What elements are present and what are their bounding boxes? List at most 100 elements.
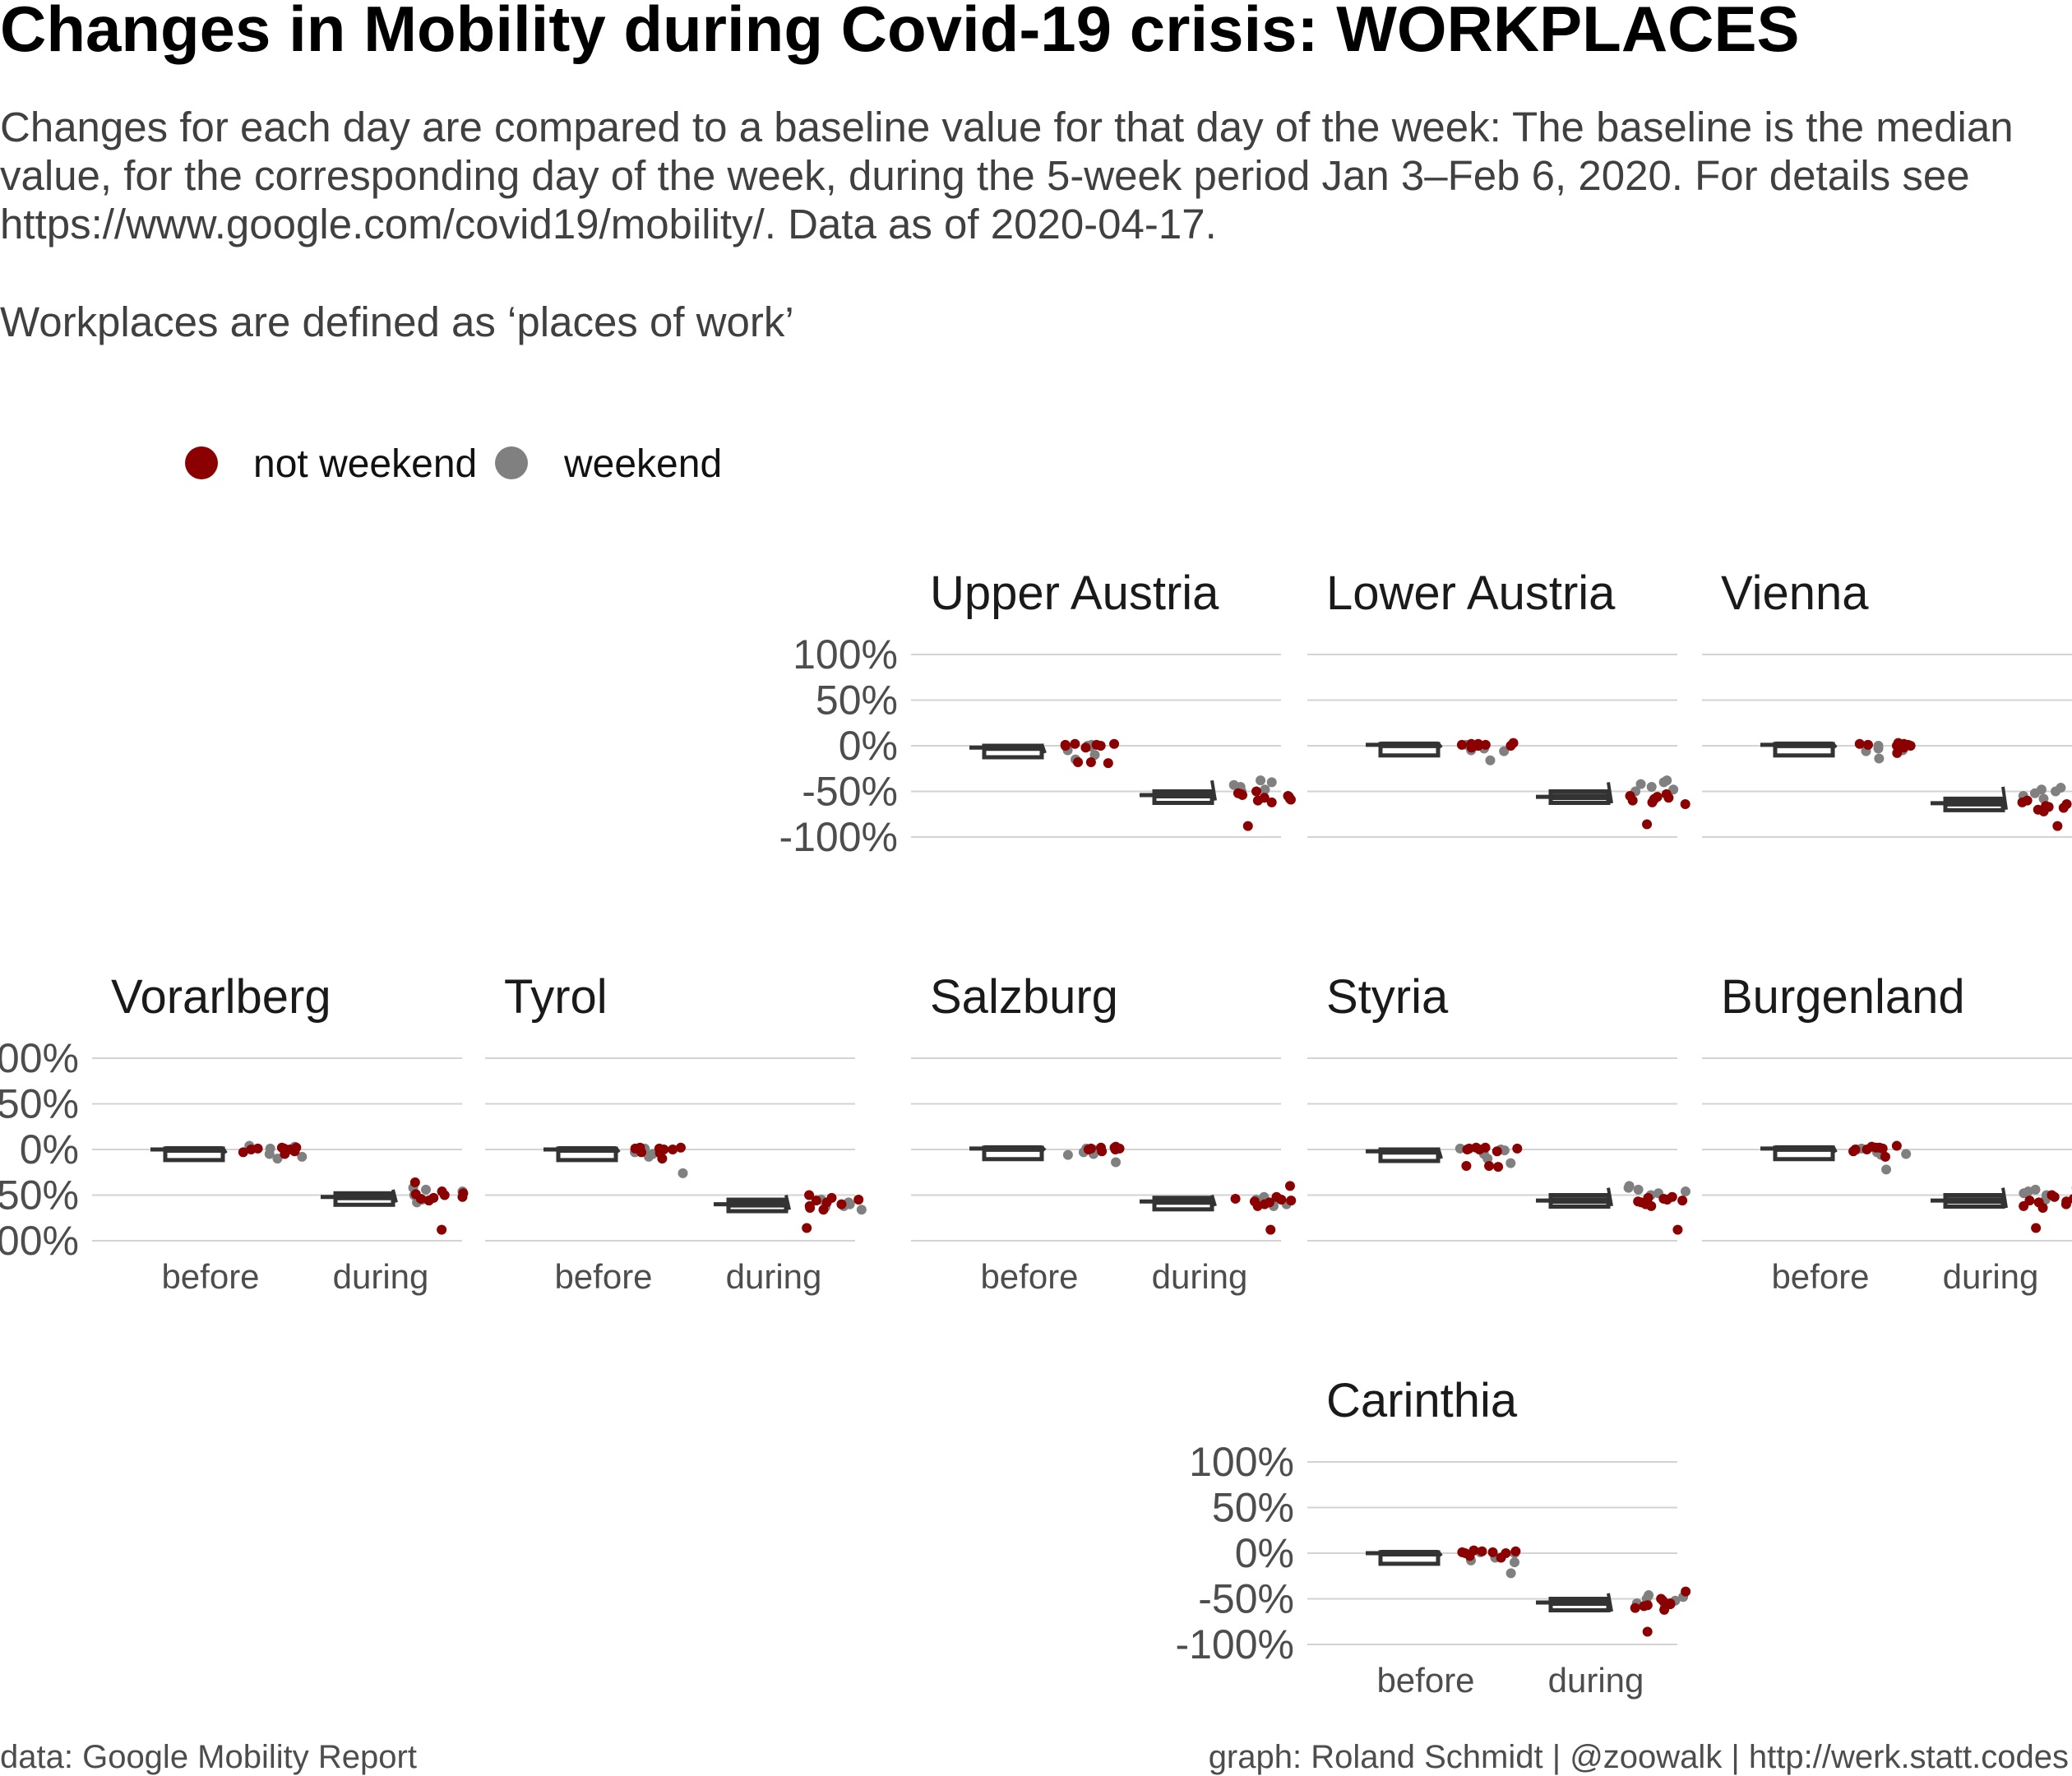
point-weekend (2019, 1188, 2029, 1199)
box-range (1436, 1147, 1443, 1159)
point-weekend (856, 1205, 867, 1215)
subtitle-line-1: Changes for each day are compared to a b… (0, 104, 2014, 150)
point-weekend (1646, 781, 1657, 792)
point-not-weekend (1863, 739, 1874, 750)
point-not-weekend (836, 1199, 847, 1209)
y-tick-label: -100% (779, 814, 898, 860)
subtitle-line-3: https://www.google.com/covid19/mobility/… (0, 201, 1217, 247)
point-not-weekend (437, 1224, 447, 1235)
x-tick-label: before (1376, 1661, 1474, 1700)
point-weekend (1256, 775, 1266, 786)
point-weekend (2029, 788, 2040, 798)
point-not-weekend (1109, 738, 1120, 749)
point-not-weekend (1646, 1200, 1657, 1211)
point-not-weekend (1461, 1160, 1472, 1171)
point-not-weekend (1667, 1191, 1677, 1202)
point-not-weekend (1271, 1191, 1282, 1202)
box-range (391, 1189, 398, 1203)
point-not-weekend (1510, 1546, 1521, 1556)
chart-title: Changes in Mobility during Covid-19 cris… (0, 0, 1800, 65)
point-not-weekend (1083, 1145, 1094, 1154)
point-not-weekend (1456, 739, 1467, 750)
y-tick-label: 0% (20, 1126, 79, 1172)
point-not-weekend (1109, 1142, 1120, 1153)
point-not-weekend (2043, 802, 2054, 812)
point-not-weekend (1656, 1593, 1667, 1604)
point-not-weekend (1680, 799, 1690, 810)
legend-key-weekend (495, 446, 528, 479)
x-tick-label: during (1943, 1257, 2039, 1296)
point-not-weekend (1659, 1604, 1670, 1615)
x-tick-label: during (1152, 1257, 1248, 1296)
box-range (2001, 786, 2008, 810)
point-not-weekend (428, 1192, 439, 1203)
point-not-weekend (1633, 1196, 1644, 1207)
point-not-weekend (1070, 738, 1080, 749)
point-not-weekend (1466, 738, 1477, 749)
point-not-weekend (1899, 738, 1909, 749)
point-not-weekend (818, 1205, 829, 1215)
point-not-weekend (1487, 1547, 1498, 1557)
point-not-weekend (2061, 799, 2072, 810)
box-range (1210, 779, 1217, 801)
x-tick-label: before (161, 1257, 259, 1296)
y-tick-label: 100% (1189, 1439, 1294, 1485)
x-tick-label: before (980, 1257, 1078, 1296)
point-weekend (1499, 746, 1510, 756)
point-not-weekend (630, 1143, 641, 1154)
y-tick-label: -100% (0, 1218, 79, 1264)
point-not-weekend (1085, 756, 1096, 767)
point-not-weekend (276, 1142, 287, 1153)
point-weekend (1505, 1568, 1516, 1579)
point-weekend (1062, 1149, 1073, 1160)
facet-vienna: Vienna (1702, 567, 2072, 838)
point-weekend (1635, 779, 1646, 789)
point-not-weekend (1891, 1140, 1902, 1151)
box-range (1831, 742, 1838, 749)
point-weekend (1662, 775, 1672, 786)
point-not-weekend (805, 1203, 816, 1214)
point-not-weekend (246, 1145, 257, 1154)
point-not-weekend (1249, 1196, 1260, 1207)
point-not-weekend (1512, 1143, 1523, 1154)
point-not-weekend (1230, 1193, 1241, 1204)
point-not-weekend (853, 1195, 864, 1205)
box-range (1436, 742, 1443, 749)
box-range (2001, 1187, 2008, 1209)
y-tick-label: 50% (0, 1081, 79, 1127)
point-weekend (1266, 777, 1277, 788)
point-weekend (1881, 1164, 1892, 1175)
facet-label: Salzburg (930, 970, 1118, 1024)
box-range (1607, 782, 1613, 804)
facet-salzburg: Salzburg before during (911, 970, 1297, 1296)
point-not-weekend (1677, 1196, 1688, 1206)
box-range (1607, 1593, 1613, 1612)
point-not-weekend (1097, 1146, 1108, 1157)
point-weekend (1111, 1157, 1122, 1168)
point-weekend (297, 1151, 308, 1162)
facet-label: Upper Austria (930, 567, 1219, 620)
point-not-weekend (1095, 741, 1106, 751)
point-not-weekend (1630, 1603, 1640, 1613)
x-tick-label: during (726, 1257, 822, 1296)
point-not-weekend (1892, 747, 1903, 758)
point-not-weekend (409, 1177, 420, 1187)
facet-label: Lower Austria (1326, 567, 1616, 620)
facet-vorarlberg: Vorarlberg 100%50%0%-50%-100% before during (0, 970, 469, 1296)
point-not-weekend (2031, 1223, 2042, 1233)
point-not-weekend (1672, 1224, 1683, 1235)
facet-label: Vienna (1721, 567, 1869, 620)
point-not-weekend (1259, 793, 1270, 803)
caption-left: data: Google Mobility Report (0, 1739, 417, 1775)
legend-label-not-weekend: not weekend (253, 442, 477, 486)
point-not-weekend (1652, 792, 1663, 802)
point-not-weekend (804, 1190, 815, 1200)
point-not-weekend (1266, 797, 1277, 807)
facet-label: Vorarlberg (111, 970, 331, 1024)
point-not-weekend (1286, 1196, 1297, 1206)
point-not-weekend (1661, 789, 1672, 799)
point-not-weekend (2037, 1203, 2048, 1214)
point-weekend (1681, 1186, 1691, 1197)
